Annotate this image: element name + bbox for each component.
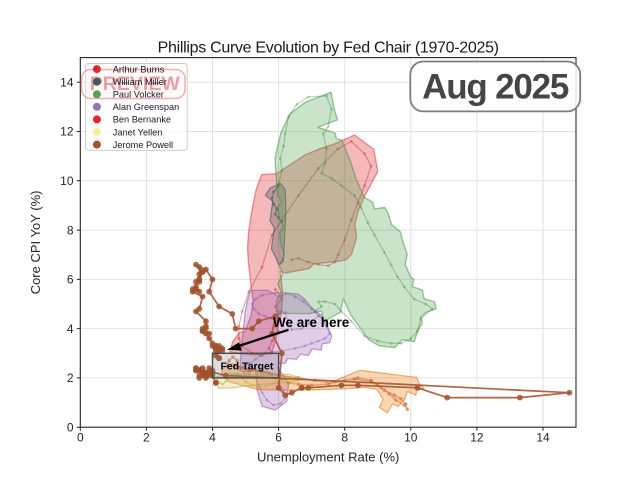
svg-text:Arthur Burns: Arthur Burns xyxy=(113,64,165,74)
svg-text:We are here: We are here xyxy=(273,315,350,330)
svg-text:William Miller: William Miller xyxy=(113,77,167,87)
svg-text:2: 2 xyxy=(67,371,74,385)
svg-text:4: 4 xyxy=(209,431,216,445)
svg-text:12: 12 xyxy=(60,125,74,139)
svg-text:Paul Volcker: Paul Volcker xyxy=(113,90,164,100)
svg-text:2: 2 xyxy=(143,431,150,445)
svg-text:Alan Greenspan: Alan Greenspan xyxy=(113,102,179,112)
svg-text:4: 4 xyxy=(67,322,74,336)
svg-text:Unemployment Rate (%): Unemployment Rate (%) xyxy=(257,450,399,465)
svg-text:14: 14 xyxy=(536,431,550,445)
svg-text:14: 14 xyxy=(60,75,74,89)
svg-text:0: 0 xyxy=(77,431,84,445)
svg-text:0: 0 xyxy=(67,420,74,434)
svg-text:Jerome Powell: Jerome Powell xyxy=(113,140,173,150)
svg-text:10: 10 xyxy=(404,431,418,445)
svg-text:PREVIEW: PREVIEW xyxy=(90,73,181,95)
svg-text:12: 12 xyxy=(470,431,484,445)
svg-text:Aug 2025: Aug 2025 xyxy=(422,68,569,107)
svg-text:8: 8 xyxy=(341,431,348,445)
svg-text:10: 10 xyxy=(60,174,74,188)
svg-text:Ben Bernanke: Ben Bernanke xyxy=(113,115,171,125)
svg-text:Fed Target: Fed Target xyxy=(221,361,274,373)
svg-text:Phillips Curve Evolution by Fe: Phillips Curve Evolution by Fed Chair (1… xyxy=(158,40,499,57)
svg-text:Core CPI YoY (%): Core CPI YoY (%) xyxy=(28,190,43,294)
svg-text:6: 6 xyxy=(67,273,74,287)
svg-text:8: 8 xyxy=(67,223,74,237)
svg-text:6: 6 xyxy=(275,431,282,445)
svg-text:Janet Yellen: Janet Yellen xyxy=(113,127,163,137)
